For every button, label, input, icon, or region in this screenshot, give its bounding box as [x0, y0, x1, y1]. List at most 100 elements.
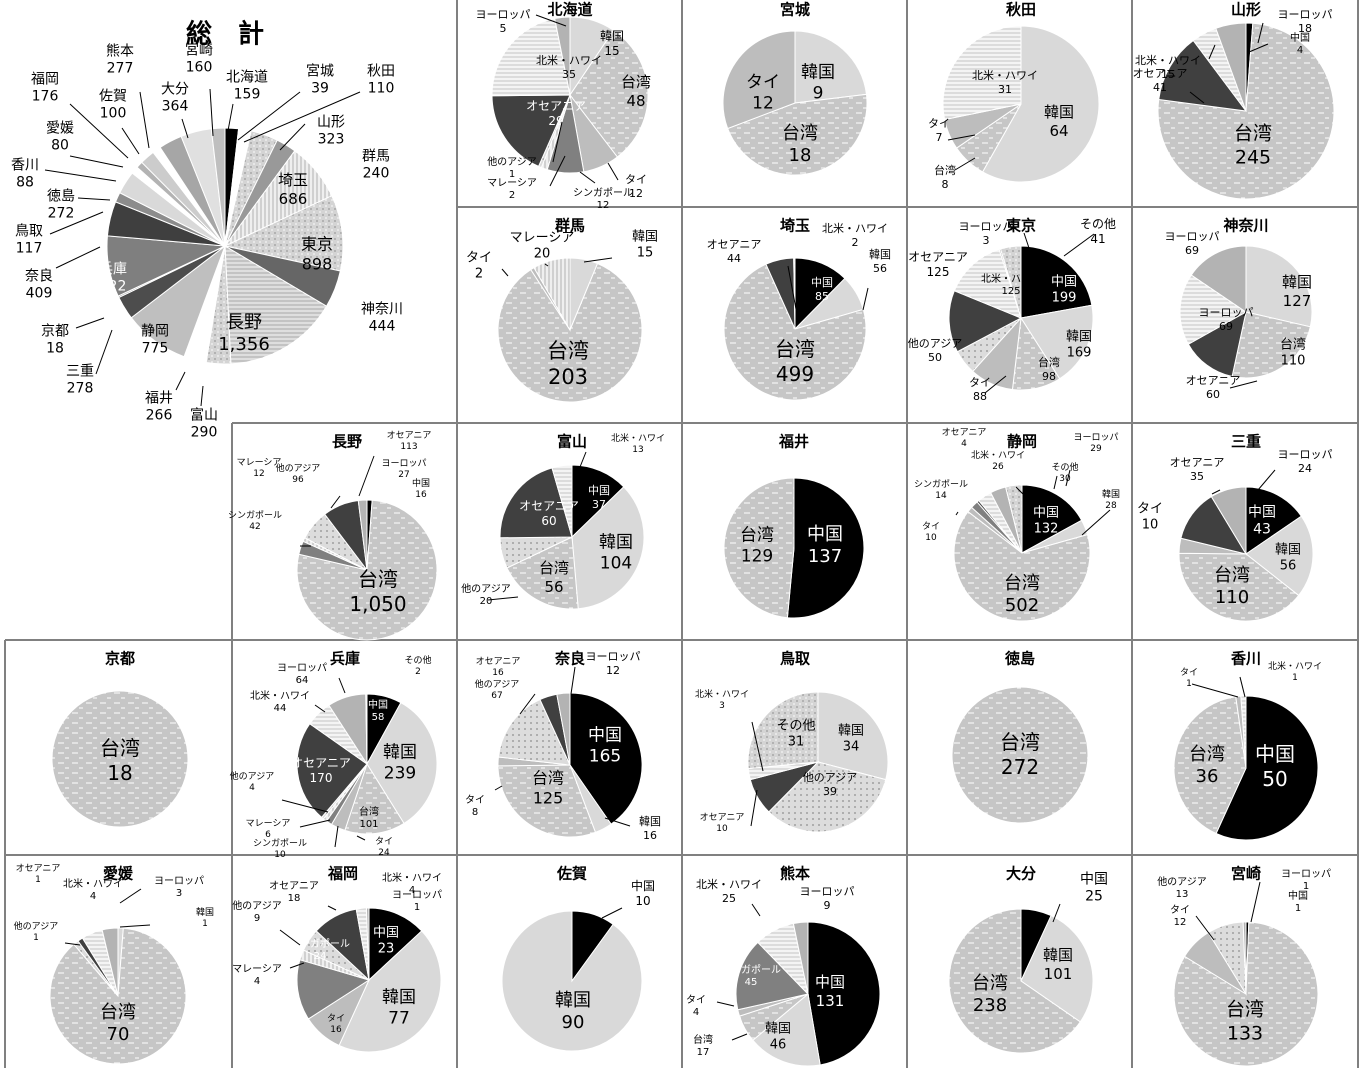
slice-label-20-1: 台湾 — [100, 1002, 136, 1023]
slice-7-1 — [1020, 304, 1094, 380]
slice-label-21-2: タイ — [327, 1013, 345, 1024]
slice-label-0-10: 福井 — [145, 390, 173, 406]
slice-label-4-3: 北米・ハワイ — [1135, 54, 1201, 67]
leader-16-4 — [519, 693, 536, 715]
slice-label-15-0: 中国 — [368, 698, 388, 711]
slice-label-25-2: タイ — [1170, 904, 1190, 916]
slice-value-6-2: 499 — [776, 362, 814, 386]
slice-label-7-0: 中国 — [1051, 274, 1077, 289]
slice-value-7-7: 3 — [983, 234, 990, 247]
pie-7: 東京中国199韓国169台湾98北米・ハワイ125ヨーロッパ3その他41オセアニ… — [908, 217, 1116, 403]
slice-value-7-5: 125 — [927, 265, 950, 279]
slice-value-16-3: 8 — [472, 807, 478, 818]
slice-value-0-7: 444 — [369, 319, 396, 335]
slice-label-0-7: 神奈川 — [361, 301, 403, 317]
chart-title-16: 奈良 — [554, 650, 585, 668]
leader-12-3 — [955, 511, 959, 516]
slice-value-9-5: 113 — [400, 442, 417, 452]
slice-label-19-3: 北米・ハワイ — [1268, 660, 1322, 672]
slice-label-10-2: 台湾 — [539, 559, 569, 577]
slice-value-21-2: 16 — [330, 1025, 342, 1035]
leader-24-0 — [1052, 903, 1061, 923]
slice-1-1 — [569, 29, 649, 158]
slice-label-1-1: 台湾 — [621, 73, 651, 91]
slice-label-0-18: 香川 — [11, 157, 39, 173]
slice-label-15-9: ヨーロッパ — [277, 662, 327, 674]
leader-0-10 — [175, 371, 186, 391]
slice-21-8 — [365, 907, 370, 981]
leader-17-3 — [751, 721, 764, 772]
leader-23-5 — [751, 903, 761, 917]
slice-label-0-15: 奈良 — [25, 268, 53, 284]
slice-22-1 — [501, 910, 643, 1052]
leader-5-3 — [544, 263, 549, 267]
slice-label-24-0: 中国 — [1080, 871, 1108, 887]
slice-value-9-0: 16 — [415, 490, 427, 500]
slice-value-15-7: 170 — [310, 771, 333, 785]
slice-9-6 — [357, 499, 368, 571]
slice-label-9-1: 台湾 — [358, 567, 398, 591]
slice-value-3-0: 64 — [1049, 122, 1068, 140]
slice-label-0-5: 埼玉 — [278, 171, 308, 189]
slice-11-0 — [786, 477, 865, 619]
leader-6-3 — [787, 265, 799, 321]
slice-label-23-0: 中国 — [815, 973, 845, 991]
leader-22-0 — [601, 907, 623, 919]
slice-label-14-0: 台湾 — [100, 736, 140, 760]
slice-13-2 — [1178, 552, 1300, 622]
leader-15-9 — [338, 677, 346, 694]
slice-label-5-1: 台湾 — [547, 339, 589, 363]
slice-15-2 — [344, 762, 405, 835]
chart-title-21: 福岡 — [327, 865, 358, 883]
slice-13-1 — [1245, 515, 1314, 597]
slice-5-3 — [533, 257, 571, 332]
leader-16-6 — [570, 666, 576, 695]
slice-value-1-2: 12 — [629, 187, 643, 200]
slice-label-7-2: 台湾 — [1038, 355, 1060, 369]
chart-title-15: 兵庫 — [330, 650, 360, 668]
slice-18-0 — [951, 686, 1089, 824]
slice-14-0 — [51, 690, 189, 828]
slice-value-25-2: 12 — [1174, 917, 1187, 928]
slice-value-0-15: 409 — [26, 286, 53, 302]
slice-label-1-4: マレーシア — [487, 178, 537, 189]
slice-value-10-3: 20 — [480, 596, 493, 607]
slice-value-25-1: 133 — [1227, 1022, 1263, 1044]
leader-0-13 — [75, 317, 105, 329]
leader-7-7 — [1023, 232, 1030, 249]
slice-label-16-1: 韓国 — [639, 815, 661, 828]
slice-label-7-8: その他 — [1080, 217, 1116, 231]
slice-value-7-0: 199 — [1052, 291, 1077, 306]
slice-value-7-3: 88 — [973, 390, 987, 403]
slice-label-0-13: 京都 — [41, 323, 69, 339]
slice-label-17-1: 他のアジア — [803, 771, 858, 784]
slice-label-0-16: 鳥取 — [15, 223, 43, 239]
slice-label-13-1: 韓国 — [1275, 542, 1301, 557]
slice-value-0-13: 18 — [46, 341, 64, 357]
slice-label-9-4: 他のアジア — [276, 462, 321, 474]
slice-7-5 — [948, 290, 1023, 353]
slice-value-15-9: 64 — [296, 675, 309, 686]
slice-10-2 — [506, 536, 579, 610]
slice-value-0-14: 722 — [100, 279, 127, 295]
leader-0-18 — [44, 169, 117, 182]
slice-value-0-12: 278 — [67, 381, 94, 397]
slice-label-0-17: 徳島 — [47, 188, 75, 204]
slice-label-22-0: 中国 — [631, 878, 655, 893]
slice-label-0-2: 秋田 — [367, 63, 395, 79]
slice-label-1-6: オセアニア — [526, 99, 586, 113]
slice-23-4 — [735, 941, 809, 1011]
slice-label-23-3: タイ — [686, 994, 706, 1006]
slice-12-0 — [1021, 484, 1083, 554]
slice-13-5 — [1210, 486, 1247, 556]
chart-title-0: 総 計 — [186, 19, 264, 50]
